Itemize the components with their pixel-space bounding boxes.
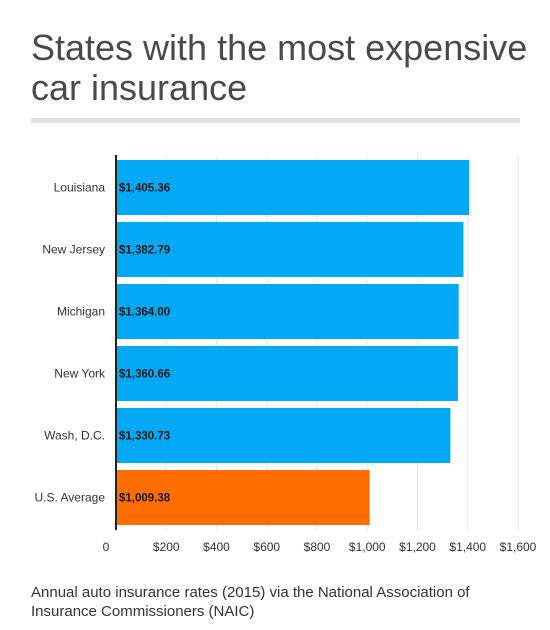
title-divider xyxy=(31,118,520,123)
x-tick-label: 0 xyxy=(103,540,110,554)
data-label: $1,405.36 xyxy=(119,183,170,195)
data-label: $1,364.00 xyxy=(119,307,170,319)
bar xyxy=(116,284,459,339)
data-label: $1,009.38 xyxy=(119,493,171,505)
category-label: Michigan xyxy=(57,305,105,319)
x-tick-label: $400 xyxy=(203,540,230,554)
category-label: Wash, D.C. xyxy=(44,429,105,443)
data-label: $1,360.66 xyxy=(119,369,170,381)
data-label: $1,330.73 xyxy=(119,431,170,443)
category-label: New York xyxy=(54,367,106,381)
category-label: New Jersey xyxy=(42,243,105,257)
x-tick-label: $800 xyxy=(304,540,331,554)
category-label: Louisiana xyxy=(54,181,106,195)
bar xyxy=(116,222,464,277)
bar-chart: $1,405.36 Louisiana $1,382.79 New Jersey $1,… xyxy=(35,155,537,554)
x-tick-label: $200 xyxy=(153,540,180,554)
x-tick-label: $1,400 xyxy=(449,540,486,554)
x-tick-label: $1,200 xyxy=(399,540,436,554)
chart-title: States with the most expensive car insur… xyxy=(31,27,528,108)
bar xyxy=(116,470,370,525)
category-label: U.S. Average xyxy=(35,491,106,505)
bar xyxy=(116,160,470,215)
x-tick-label: $600 xyxy=(253,540,280,554)
chart-caption: Annual auto insurance rates (2015) via t… xyxy=(31,584,470,620)
bar xyxy=(116,346,458,401)
x-tick-label: $1,600 xyxy=(500,540,537,554)
data-label: $1,382.79 xyxy=(119,245,170,257)
x-tick-label: $1,000 xyxy=(349,540,386,554)
bar xyxy=(116,408,451,463)
